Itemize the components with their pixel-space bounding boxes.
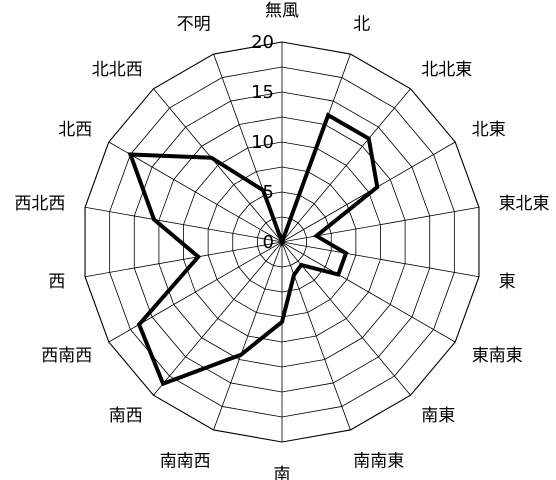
category-label: 南南東	[353, 451, 404, 471]
spoke-line	[281, 88, 411, 243]
category-label: 北東	[472, 120, 506, 140]
spoke-line	[153, 88, 283, 243]
spoke-line	[213, 241, 283, 431]
category-label: 西北西	[14, 194, 65, 214]
radial-tick-label: 5	[263, 182, 274, 203]
category-label: 東南東	[472, 346, 523, 366]
category-label: 南南西	[160, 451, 211, 471]
category-label: 南	[274, 465, 291, 480]
radar-series	[127, 112, 380, 387]
category-label: 無風	[265, 1, 299, 21]
category-label: 東北東	[499, 194, 550, 214]
category-label: 西	[48, 272, 65, 292]
category-label: 南西	[109, 406, 143, 426]
category-label: 西南西	[41, 346, 92, 366]
radial-tick-label: 0	[263, 232, 274, 253]
category-label: 南東	[421, 406, 455, 426]
spoke-line	[153, 241, 283, 396]
spoke-line	[84, 241, 283, 278]
spoke-line	[84, 206, 283, 243]
radar-spokes	[84, 42, 480, 442]
spoke-line	[108, 141, 283, 243]
radial-tick-label: 20	[251, 32, 274, 53]
category-label: 北	[353, 15, 370, 35]
radial-tick-labels: 0 5 10 15 20	[251, 32, 274, 253]
category-label: 東	[499, 272, 516, 292]
series-line	[127, 112, 380, 387]
category-label: 北北東	[421, 60, 472, 80]
radial-tick-label: 10	[251, 132, 274, 153]
category-label: 不明	[177, 15, 211, 35]
radial-tick-label: 15	[251, 82, 274, 103]
spoke-line	[281, 241, 480, 278]
category-label: 北西	[58, 120, 92, 140]
spoke-line	[281, 241, 456, 343]
category-label: 北北西	[92, 60, 143, 80]
